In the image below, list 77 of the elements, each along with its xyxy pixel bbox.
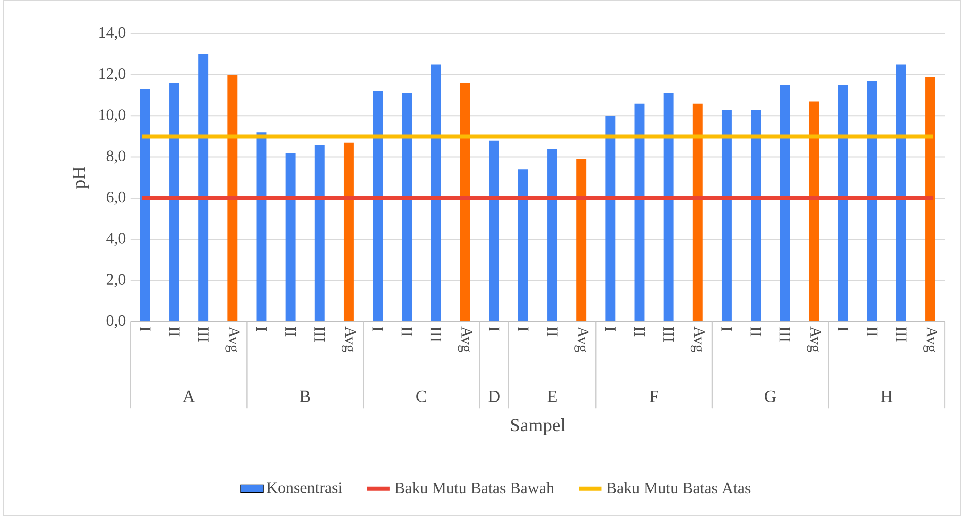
y-tick-label: 14,0 bbox=[100, 27, 126, 40]
x-tick-label: I bbox=[722, 327, 732, 332]
bar bbox=[722, 110, 732, 322]
x-tick-label: III bbox=[664, 327, 674, 342]
bar bbox=[809, 102, 820, 322]
x-tick-label: I bbox=[489, 327, 500, 332]
text: H bbox=[881, 390, 893, 402]
bar bbox=[576, 159, 587, 322]
legend-label: Baku Mutu Batas Atas bbox=[606, 482, 751, 494]
x-axis-title: Sampel bbox=[511, 418, 566, 436]
x-tick-label: I bbox=[605, 327, 616, 332]
bar bbox=[664, 93, 674, 322]
bar bbox=[140, 89, 150, 322]
y-axis-title: pH bbox=[73, 166, 90, 189]
x-tick-label: II bbox=[547, 327, 558, 337]
y-tick-label: 2,0 bbox=[106, 274, 126, 288]
bar bbox=[634, 104, 645, 322]
bar bbox=[896, 64, 906, 322]
x-tick-label: I bbox=[140, 327, 151, 332]
x-tick-label: Avg bbox=[690, 326, 705, 352]
legend-label: Konsentrasi bbox=[266, 482, 342, 494]
bar bbox=[518, 170, 528, 322]
x-tick-label: III bbox=[314, 327, 326, 342]
x-tick-label: Avg bbox=[924, 326, 938, 352]
x-tick-label: III bbox=[198, 327, 209, 342]
x-tick-label: Avg bbox=[226, 326, 240, 352]
bar bbox=[780, 85, 790, 322]
text: A bbox=[182, 390, 196, 402]
x-tick-label: II bbox=[169, 327, 180, 337]
x-tick-label: II bbox=[750, 327, 762, 337]
bar bbox=[692, 104, 703, 322]
text: D bbox=[488, 390, 500, 402]
bar bbox=[256, 132, 267, 322]
y-tick-label: 10,0 bbox=[100, 110, 126, 123]
x-tick-label: Avg bbox=[342, 326, 356, 352]
y-tick-label: 0,0 bbox=[106, 315, 126, 328]
x-tick-label: II bbox=[867, 327, 878, 337]
y-tick-label: 4,0 bbox=[106, 232, 126, 246]
text: F bbox=[650, 390, 658, 402]
x-tick-label: I bbox=[838, 327, 849, 332]
x-tick-label: Avg bbox=[574, 326, 589, 352]
legend-label: Baku Mutu Batas Bawah bbox=[395, 482, 554, 494]
bar bbox=[431, 64, 442, 322]
x-tick-label: Avg bbox=[458, 326, 472, 352]
y-tick-label: 8,0 bbox=[106, 150, 126, 164]
bar bbox=[198, 54, 209, 322]
x-tick-label: II bbox=[634, 327, 645, 337]
bar bbox=[838, 85, 848, 322]
bar bbox=[867, 81, 878, 322]
text: G bbox=[765, 390, 776, 402]
x-tick-label: III bbox=[780, 327, 790, 342]
bar bbox=[751, 110, 762, 322]
x-tick-label: II bbox=[402, 327, 412, 337]
bar bbox=[373, 91, 384, 322]
text: C bbox=[416, 390, 426, 402]
y-tick-label: 12,0 bbox=[100, 68, 126, 82]
x-tick-label: I bbox=[372, 327, 384, 332]
bar bbox=[460, 83, 470, 322]
bar bbox=[170, 83, 180, 322]
bar bbox=[228, 74, 238, 322]
x-tick-label: II bbox=[286, 327, 296, 337]
x-tick-label: III bbox=[896, 327, 907, 342]
bar bbox=[489, 140, 500, 322]
bar bbox=[926, 76, 936, 322]
x-tick-label: Avg bbox=[807, 326, 822, 352]
x-tick-label: I bbox=[518, 327, 529, 332]
bar bbox=[344, 142, 354, 322]
text: B bbox=[300, 390, 310, 402]
bar bbox=[286, 153, 296, 322]
x-tick-label: I bbox=[256, 327, 267, 332]
bar bbox=[548, 148, 558, 322]
bar bbox=[606, 116, 616, 322]
bar bbox=[402, 93, 412, 322]
text: E bbox=[548, 390, 557, 402]
y-tick-label: 6,0 bbox=[106, 192, 126, 205]
bar bbox=[314, 144, 325, 322]
x-tick-label: III bbox=[430, 327, 442, 342]
